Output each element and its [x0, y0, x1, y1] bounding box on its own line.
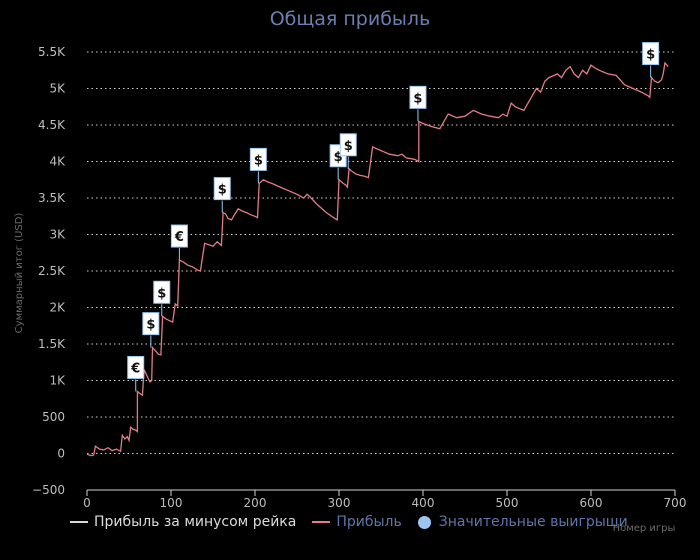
y-tick-label: 4.5K [38, 118, 66, 132]
legend-item-rake[interactable]: Прибыль за минусом рейка [70, 514, 296, 530]
grid [87, 51, 675, 454]
x-tick-label: 700 [664, 496, 687, 510]
big-win-label: $ [157, 286, 166, 301]
big-win-label: $ [344, 139, 353, 154]
big-win-marker[interactable]: $ [642, 42, 660, 78]
legend-item-big-wins[interactable]: Значительные выигрыши [417, 514, 628, 530]
legend-line-white-icon [70, 521, 88, 523]
big-win-label: $ [146, 318, 155, 333]
y-tick-label: 3K [49, 228, 66, 242]
legend-line-red-icon [312, 521, 331, 523]
big-win-label: $ [254, 153, 263, 168]
big-win-label: $ [218, 183, 227, 198]
big-win-marker[interactable]: € [170, 224, 188, 261]
x-axis-label: Номер игры [613, 523, 676, 534]
y-tick-label: 1K [49, 374, 66, 388]
big-win-label: $ [413, 91, 422, 106]
chart-title: Общая прибыль [269, 8, 431, 30]
legend-label-profit: Прибыль [336, 514, 402, 530]
y-tick-label: 5.5K [38, 45, 66, 59]
big-win-marker[interactable]: $ [153, 280, 171, 317]
y-tick-label: 500 [42, 410, 65, 424]
y-axis-label: Суммарный итог (USD) [14, 213, 25, 334]
big-win-marker[interactable]: € [127, 355, 145, 392]
y-tick-label: 2K [49, 301, 66, 315]
big-win-label: € [174, 230, 184, 245]
y-tick-label: 0 [57, 447, 65, 461]
big-win-marker[interactable]: $ [339, 133, 357, 169]
legend: Прибыль за минусом рейка Прибыль Значите… [70, 514, 644, 530]
x-tick-label: 600 [580, 496, 603, 510]
big-win-label: € [130, 361, 140, 376]
y-tick-label: −500 [32, 483, 65, 497]
y-tick-label: 1.5K [38, 337, 66, 351]
big-win-marker[interactable]: $ [409, 85, 427, 122]
big-win-markers: €$$€$$ $$$$ [127, 42, 660, 392]
legend-label-big-wins: Значительные выигрыши [438, 514, 628, 530]
big-win-marker[interactable]: $ [249, 147, 267, 184]
series-line-profit [86, 61, 669, 457]
y-tick-label: 5K [49, 82, 66, 96]
series-lines [86, 61, 669, 457]
x-tick-label: 500 [496, 496, 519, 510]
legend-item-profit[interactable]: Прибыль [312, 514, 402, 530]
y-tick-label: 3.5K [38, 191, 66, 205]
y-axis: −500 0 500 1K 1.5K 2K 2.5K 3K 3.5K 4K 4.5K 5K 5.5K [32, 45, 66, 497]
legend-dot-blue-icon [417, 515, 431, 529]
x-tick-label: 100 [160, 496, 183, 510]
x-axis: 0 100 200 300 400 500 600 700 [83, 489, 687, 510]
big-win-label: $ [646, 48, 655, 63]
x-tick-label: 0 [83, 496, 91, 510]
x-tick-label: 400 [412, 496, 435, 510]
legend-label-rake: Прибыль за минусом рейка [94, 514, 297, 530]
x-tick-label: 300 [328, 496, 351, 510]
big-win-marker[interactable]: $ [142, 312, 160, 348]
x-tick-label: 200 [244, 496, 267, 510]
big-win-label: $ [334, 150, 343, 165]
y-tick-label: 2.5K [38, 264, 66, 278]
y-tick-label: 4K [49, 155, 66, 169]
big-win-marker[interactable]: $ [213, 177, 231, 213]
